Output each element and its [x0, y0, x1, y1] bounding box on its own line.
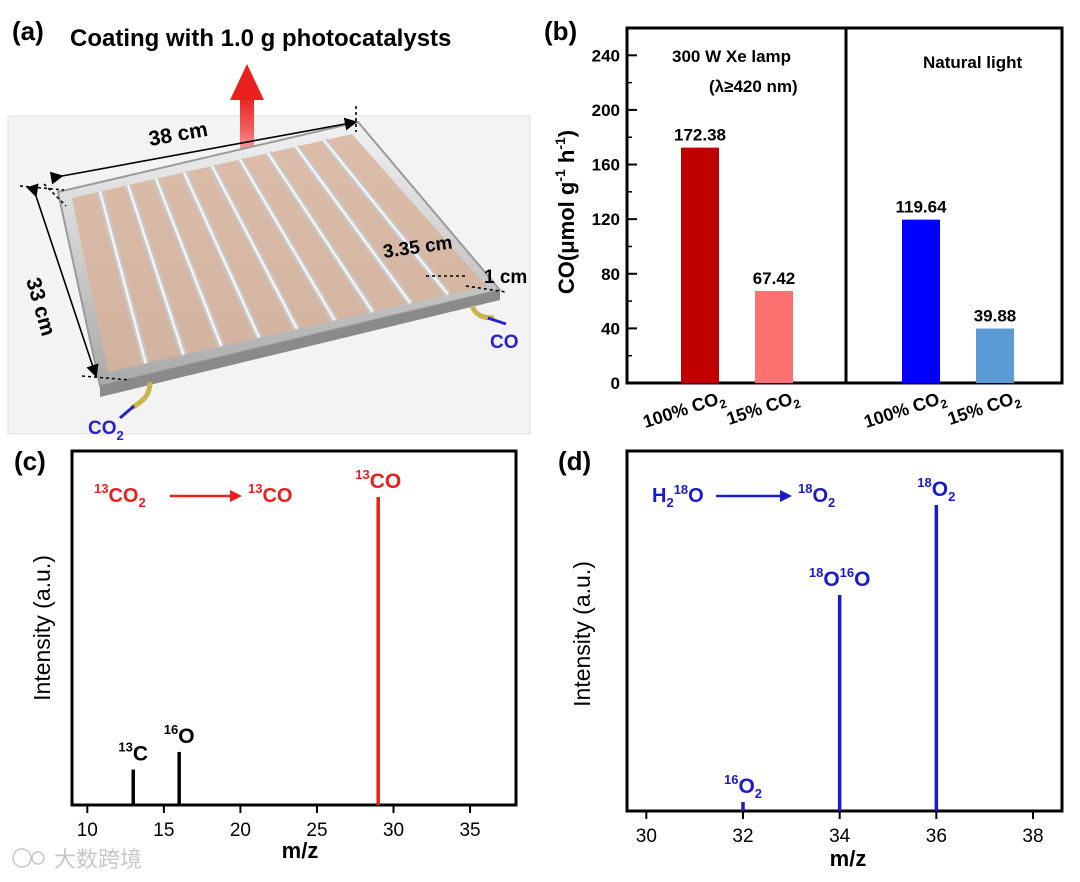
inlet-gas-label: CO2 [88, 418, 124, 443]
panel-c-frame [70, 449, 518, 807]
depth-dimension-line [26, 183, 99, 378]
x-tick-label: 15 [153, 820, 174, 841]
y-tick-label: 80 [601, 265, 620, 284]
x-tick-label: 34 [829, 826, 851, 847]
reaction-reactant-label: 13CO2 [94, 481, 146, 510]
panel-d-x-axis-label: m/z [830, 846, 867, 871]
panel-d-plot: 30 32 34 36 38 16O2 18O16O 18O2 H218O 18O2 [636, 475, 1044, 847]
panel-a-label: (a) [12, 16, 44, 46]
x-tick-label: 36 [926, 826, 947, 847]
y-tick-label: 40 [601, 319, 620, 338]
depth-extension-top [19, 185, 65, 191]
width-dimension-line [49, 117, 358, 185]
x-tick-label: 25 [306, 820, 327, 841]
dimension-lines [19, 106, 507, 381]
reaction-arrow-head-icon [780, 490, 792, 502]
y-tick-label: 160 [592, 156, 620, 175]
outlet-arrow-icon [487, 316, 507, 326]
reactor-channel-highlight [238, 158, 336, 322]
x-tick-label: 10 [77, 820, 98, 841]
reactor-channel-highlight [182, 171, 261, 339]
panel-b-y-axis-label: CO(μmol g-1 h-1) [552, 130, 579, 294]
panel-d-frame [625, 449, 1064, 813]
x-category-label: 15% CO2 [945, 387, 1024, 433]
peak-label: 13CO [355, 467, 401, 493]
channel-dimension-line [465, 285, 507, 293]
x-category-label: 100% CO2 [640, 387, 728, 436]
reaction-reactant-label: H218O [652, 482, 704, 510]
reactor-plate [56, 120, 502, 397]
panel-c: (c) m/z Intensity (a.u.) 10 15 20 25 30 35 13C… [14, 446, 518, 863]
bar-value-label: 119.64 [895, 198, 947, 217]
panel-b-plot: 0 40 80 120 160 200 240 172.38 67.42 119.64 39.88 1… [592, 46, 1024, 436]
panel-b-label: (b) [544, 16, 577, 46]
x-tick-label: 20 [230, 820, 251, 841]
y-tick-label: 240 [592, 46, 620, 65]
reactor-edge [100, 290, 500, 397]
reaction-product-label: 18O2 [798, 481, 835, 510]
bar [976, 328, 1014, 383]
peak-label: 16O2 [724, 772, 762, 801]
x-tick-label: 30 [636, 826, 657, 847]
reactor-channel-highlight [210, 165, 299, 330]
bar [755, 290, 793, 383]
peak-label: 18O16O [809, 565, 871, 591]
panel-a-title: Coating with 1.0 g photocatalysts [70, 25, 451, 52]
peak-label: 13C [118, 740, 148, 766]
bar-value-label: 172.38 [674, 126, 726, 145]
panel-c-plot: 10 15 20 25 30 35 13C 16O 13CO 13CO2 13CO [77, 467, 481, 841]
watermark-logo-icon [12, 848, 32, 868]
panel-c-x-axis-label: m/z [282, 838, 319, 863]
panel-c-label: (c) [14, 446, 46, 476]
panel-d-label: (d) [558, 446, 591, 476]
panel-c-y-axis-label: Intensity (a.u.) [29, 555, 55, 701]
x-category-label: 15% CO2 [724, 387, 803, 433]
reaction-product-label: 13CO [248, 481, 292, 507]
panel-b-left-title-2: (λ≥420 nm) [709, 77, 798, 96]
peak-label: 18O2 [917, 475, 955, 504]
x-category-label: 100% CO2 [861, 387, 949, 436]
bar [681, 147, 719, 383]
y-tick-label: 200 [592, 101, 620, 120]
watermark-text: 大数跨境 [54, 847, 142, 872]
reactor-channel-highlight [154, 178, 223, 347]
bar-value-label: 67.42 [753, 269, 796, 288]
y-tick-label: 0 [611, 374, 620, 393]
watermark: 大数跨境 [12, 847, 142, 872]
panel-b: (b) 300 W Xe lamp (λ≥420 nm) Natural lig… [544, 16, 1064, 436]
x-tick-label: 35 [459, 820, 480, 841]
coating-area [72, 134, 486, 372]
panel-b-left-title-1: 300 W Xe lamp [672, 47, 791, 66]
x-tick-label: 30 [383, 820, 404, 841]
outlet-gas-label: CO [490, 332, 519, 353]
reaction-arrow-head-icon [230, 490, 242, 502]
x-tick-label: 38 [1022, 826, 1043, 847]
bar-value-label: 39.88 [974, 307, 1017, 326]
panel-d: (d) m/z Intensity (a.u.) 30 32 34 36 38 16O2 1… [558, 446, 1064, 871]
x-tick-label: 32 [732, 826, 753, 847]
panel-b-right-title: Natural light [923, 53, 1023, 72]
channel-dimension-label: 1 cm [484, 267, 527, 288]
reactor-channel-highlight [98, 191, 148, 364]
bar [902, 219, 940, 383]
panel-a: (a) Coating with 1.0 g photocatalysts [7, 16, 531, 443]
inlet-arrow-icon [119, 404, 135, 420]
depth-extension-bottom [81, 375, 131, 381]
panel-d-y-axis-label: Intensity (a.u.) [569, 561, 595, 707]
reactor-channel-highlight [126, 184, 185, 356]
y-tick-label: 120 [592, 210, 620, 229]
peak-label: 16O [164, 722, 195, 748]
